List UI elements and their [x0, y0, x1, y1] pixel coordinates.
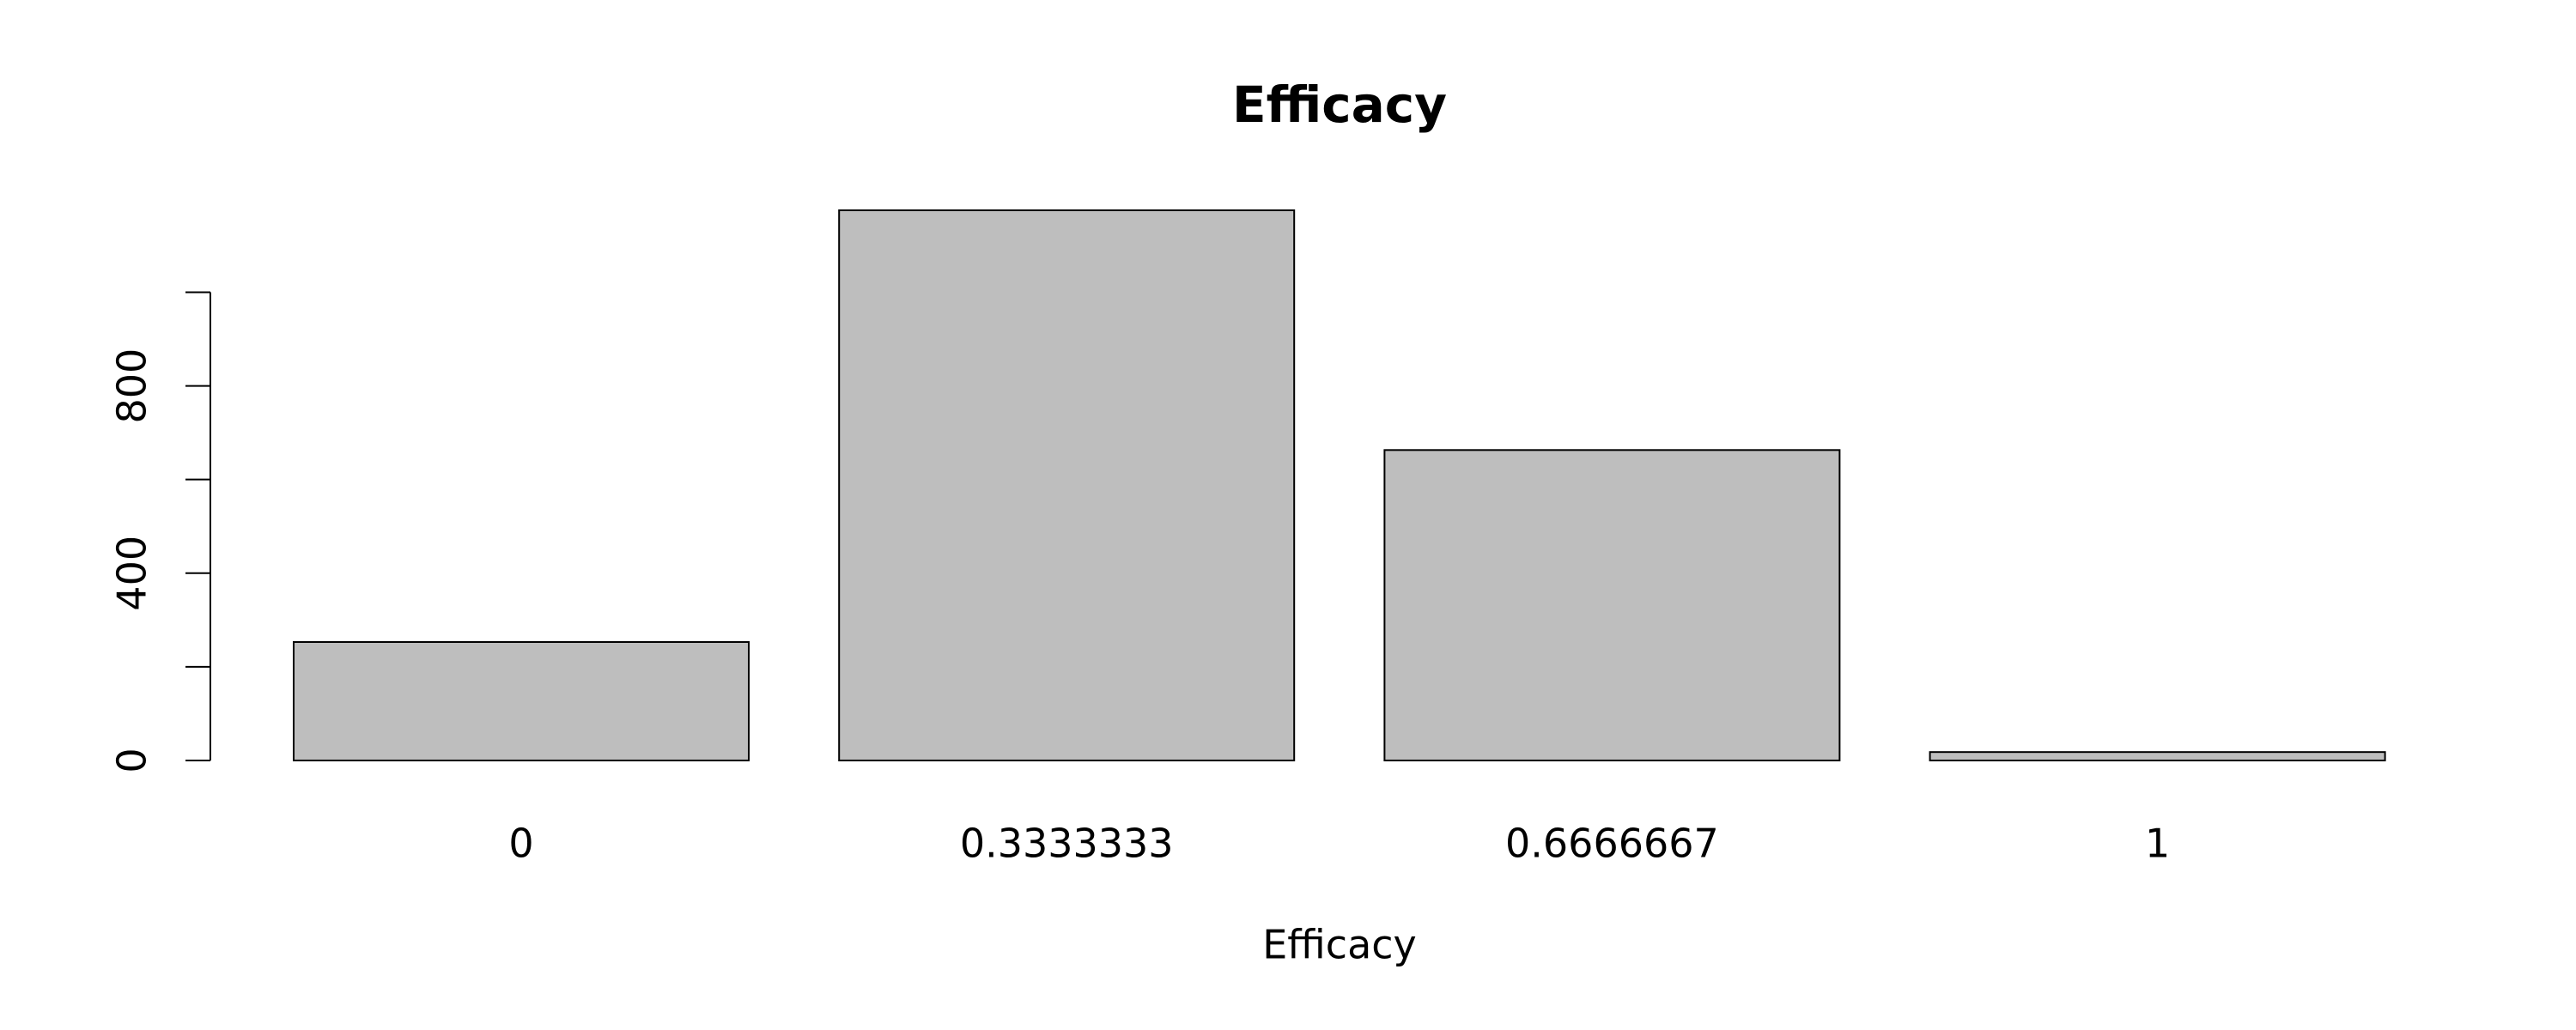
bar	[1929, 751, 2386, 761]
y-tick-label: 0	[109, 748, 155, 772]
y-tick-label: 800	[109, 348, 155, 424]
x-tick-label: 0	[508, 821, 533, 867]
chart-title: Efficacy	[1232, 76, 1447, 134]
x-tick-label: 0.6666667	[1505, 821, 1719, 867]
x-tick-label: 0.3333333	[960, 821, 1174, 867]
x-tick-label: 1	[2145, 821, 2170, 867]
y-tick-label: 400	[109, 536, 155, 611]
bar	[838, 209, 1296, 761]
x-axis-label: Efficacy	[1262, 922, 1417, 968]
bar	[1383, 449, 1841, 761]
bar	[293, 640, 750, 761]
